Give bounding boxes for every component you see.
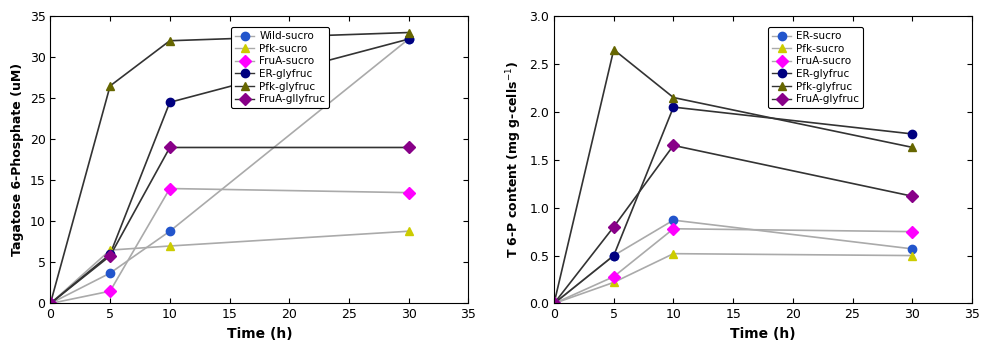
X-axis label: Time (h): Time (h) xyxy=(730,327,796,341)
Legend: Wild-sucro, Pfk-sucro, FruA-sucro, ER-glyfruc, Pfk-glyfruc, FruA-gllyfruc: Wild-sucro, Pfk-sucro, FruA-sucro, ER-gl… xyxy=(231,27,329,108)
X-axis label: Time (h): Time (h) xyxy=(227,327,292,341)
Y-axis label: T 6-P content (mg g-cells$^{-1}$): T 6-P content (mg g-cells$^{-1}$) xyxy=(504,61,523,258)
Y-axis label: Tagatose 6-Phosphate (uM): Tagatose 6-Phosphate (uM) xyxy=(11,63,24,256)
Legend: ER-sucro, Pfk-sucro, FruA-sucro, ER-glyfruc, Pfk-glyfruc, FruA-glyfruc: ER-sucro, Pfk-sucro, FruA-sucro, ER-glyf… xyxy=(768,27,863,108)
